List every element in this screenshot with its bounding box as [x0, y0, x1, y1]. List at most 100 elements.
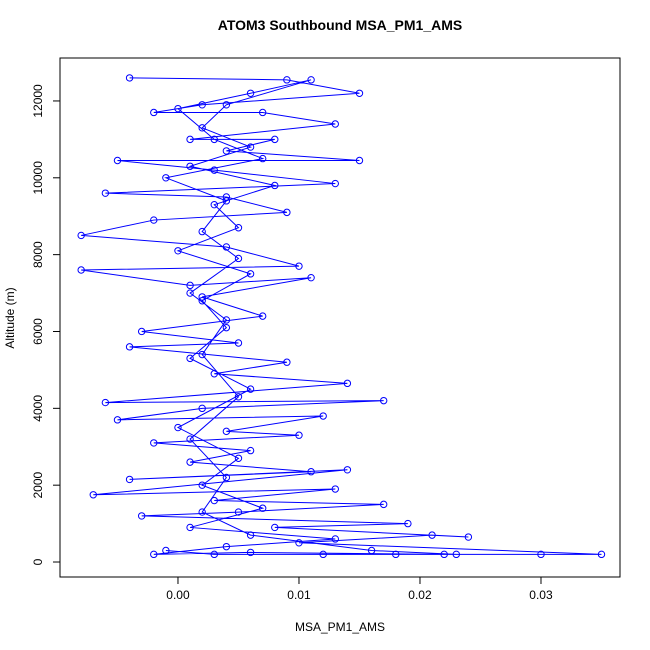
point — [77, 231, 85, 240]
point — [186, 354, 194, 363]
point — [234, 393, 243, 401]
point — [234, 508, 243, 516]
point — [379, 396, 388, 405]
point — [222, 427, 231, 436]
point — [343, 466, 352, 474]
point — [392, 550, 400, 559]
point — [343, 379, 352, 388]
point — [271, 523, 279, 532]
point — [174, 423, 182, 432]
point — [452, 550, 460, 559]
point — [210, 135, 218, 144]
y-tick-label: 0 — [31, 558, 45, 565]
point — [198, 101, 206, 109]
point — [355, 156, 364, 165]
point — [258, 154, 267, 163]
y-tick-label: 8000 — [31, 241, 45, 268]
point — [331, 120, 339, 128]
point — [162, 546, 170, 555]
point — [186, 435, 194, 443]
point — [258, 504, 267, 512]
point — [319, 412, 327, 420]
y-tick-label: 6000 — [31, 318, 45, 345]
point — [464, 533, 473, 541]
x-axis-label: MSA_PM1_AMS — [295, 620, 385, 634]
point — [440, 550, 448, 559]
point — [246, 270, 255, 278]
point — [307, 468, 315, 476]
point — [101, 189, 110, 197]
point — [210, 550, 218, 559]
point — [198, 350, 206, 359]
point — [186, 162, 194, 170]
point — [89, 491, 97, 499]
point — [222, 197, 231, 205]
point — [125, 74, 134, 82]
point — [258, 312, 267, 320]
point — [125, 343, 134, 351]
point — [125, 475, 134, 484]
point — [222, 316, 231, 324]
y-tick-label: 4000 — [31, 395, 45, 422]
point — [186, 135, 194, 144]
series-line — [81, 77, 602, 555]
point — [198, 293, 206, 301]
point — [222, 323, 231, 332]
point — [186, 458, 194, 466]
point — [307, 273, 315, 282]
point — [150, 439, 158, 447]
point — [271, 181, 279, 190]
point — [246, 385, 255, 393]
point — [246, 548, 255, 557]
point — [283, 208, 291, 217]
point — [162, 174, 170, 182]
point — [186, 281, 194, 290]
point — [210, 370, 218, 378]
point — [283, 76, 291, 84]
point — [379, 500, 388, 509]
x-tick-label: 0.03 — [529, 588, 553, 602]
point — [222, 193, 231, 201]
point — [295, 262, 303, 270]
point — [246, 89, 255, 97]
point — [150, 216, 158, 224]
point — [222, 542, 231, 551]
point — [367, 546, 376, 555]
point — [404, 519, 412, 528]
y-axis-label: Altitude (m) — [3, 287, 17, 348]
point — [246, 531, 255, 539]
x-tick-label: 0.00 — [166, 588, 190, 602]
y-tick-label: 10000 — [31, 161, 45, 195]
point — [174, 247, 182, 255]
point — [222, 243, 231, 251]
point — [137, 512, 146, 520]
point — [137, 327, 146, 336]
y-tick-label: 12000 — [31, 84, 45, 118]
point — [246, 143, 255, 151]
point — [597, 550, 606, 559]
point — [198, 508, 206, 516]
point — [234, 254, 243, 263]
point — [319, 550, 327, 559]
point — [258, 108, 267, 117]
chart-title: ATOM3 Southbound MSA_PM1_AMS — [218, 17, 462, 33]
point — [428, 531, 436, 539]
point — [210, 496, 218, 505]
x-tick-label: 0.01 — [287, 588, 311, 602]
point — [198, 404, 206, 413]
point — [537, 550, 545, 559]
point — [101, 398, 110, 407]
point — [222, 473, 231, 482]
point — [295, 431, 303, 439]
point — [150, 108, 158, 117]
point — [331, 535, 339, 543]
point — [174, 104, 182, 113]
point — [210, 200, 218, 209]
point — [113, 416, 122, 424]
point — [222, 147, 231, 155]
point — [307, 76, 315, 84]
point — [234, 224, 243, 232]
point — [355, 89, 364, 97]
